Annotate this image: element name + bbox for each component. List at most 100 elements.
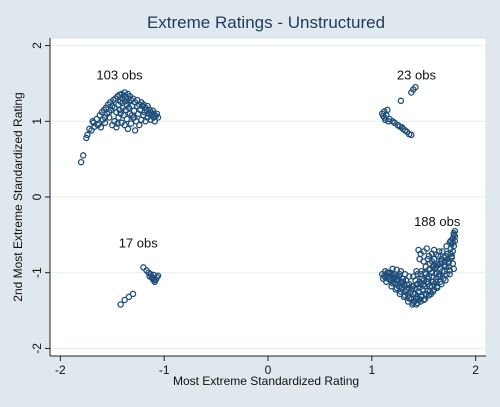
data-point (154, 272, 162, 279)
data-point (77, 158, 85, 166)
data-point (401, 270, 409, 278)
cluster-count-label: 23 obs (397, 68, 437, 83)
data-point (413, 301, 420, 308)
data-point (88, 127, 95, 134)
data-point (428, 273, 436, 280)
chart-title: Extreme Ratings - Unstructured (147, 13, 385, 32)
y-axis-label: 2nd Most Extreme Standardized Rating (11, 92, 25, 301)
x-tick-label: 0 (265, 363, 272, 377)
data-point (126, 93, 134, 100)
data-point (389, 280, 396, 287)
data-point (105, 108, 113, 116)
y-tick-label: -1 (30, 267, 44, 278)
data-point (438, 280, 445, 288)
data-point (401, 283, 409, 290)
data-point (127, 120, 135, 127)
data-point (123, 115, 131, 123)
data-point (119, 99, 126, 107)
annotations: 103 obs 23 obs 17 obs 188 obs (96, 68, 460, 251)
data-point (441, 267, 448, 275)
data-point (146, 273, 153, 280)
data-point (428, 258, 436, 265)
data-point (442, 277, 449, 284)
grid-lines (50, 45, 486, 349)
data-point (149, 107, 157, 114)
data-point (451, 233, 459, 240)
data-point (436, 248, 443, 255)
data-point (434, 273, 442, 280)
data-point (79, 152, 87, 159)
data-point (408, 131, 415, 139)
data-point (425, 292, 433, 299)
data-point (91, 123, 98, 130)
data-point (422, 270, 430, 278)
data-point (129, 290, 137, 298)
y-tick-label: 0 (30, 193, 44, 200)
data-point (89, 118, 96, 125)
data-point (450, 265, 458, 273)
data-point (384, 106, 391, 114)
data-point (382, 267, 389, 275)
data-point (448, 252, 455, 260)
data-point (446, 270, 453, 278)
data-point (432, 263, 440, 270)
data-point (117, 301, 124, 308)
data-point (445, 263, 452, 270)
data-point (432, 278, 440, 286)
data-point (420, 280, 427, 288)
data-point (450, 230, 458, 237)
data-point (413, 267, 420, 275)
data-point (433, 260, 441, 267)
x-axis-label: Most Extreme Standardized Rating (173, 374, 359, 388)
x-tick-label: -1 (159, 363, 170, 377)
data-point (412, 290, 419, 298)
data-point (443, 242, 450, 250)
data-point (385, 273, 392, 280)
x-tick-label: 2 (472, 363, 479, 377)
data-point (418, 275, 425, 283)
data-point (400, 293, 408, 301)
data-point (426, 288, 434, 295)
data-point (84, 131, 91, 139)
data-point (389, 274, 396, 281)
data-point (113, 124, 120, 131)
data-point (421, 295, 429, 303)
data-point (130, 114, 138, 121)
data-point (116, 106, 123, 114)
data-point (120, 111, 127, 119)
y-tick-label: 1 (30, 118, 44, 125)
data-point (101, 114, 109, 121)
data-point (404, 298, 412, 305)
data-point (121, 296, 128, 304)
x-tick-label: 1 (368, 363, 375, 377)
data-point (131, 127, 139, 134)
data-point (426, 265, 434, 273)
data-point (439, 248, 446, 255)
data-point (95, 120, 103, 127)
data-point (125, 293, 133, 301)
data-point (433, 284, 441, 292)
data-point (383, 278, 390, 286)
data-point (423, 245, 431, 252)
data-point (429, 288, 437, 295)
data-point (124, 125, 132, 133)
data-point (388, 283, 395, 290)
data-points (77, 83, 459, 308)
data-point (154, 114, 162, 121)
data-point (412, 83, 419, 91)
cluster-count-label: 17 obs (119, 236, 159, 251)
x-tick-label: -2 (55, 363, 66, 377)
data-point (121, 89, 128, 96)
data-point (83, 134, 90, 142)
cluster-count-label: 188 obs (414, 214, 461, 229)
data-point (437, 273, 444, 280)
data-point (397, 97, 405, 105)
data-point (444, 255, 451, 263)
cluster-count-label: 103 obs (96, 68, 143, 83)
data-point (117, 110, 124, 117)
data-point (447, 237, 454, 245)
data-point (136, 121, 143, 129)
data-point (153, 110, 161, 117)
